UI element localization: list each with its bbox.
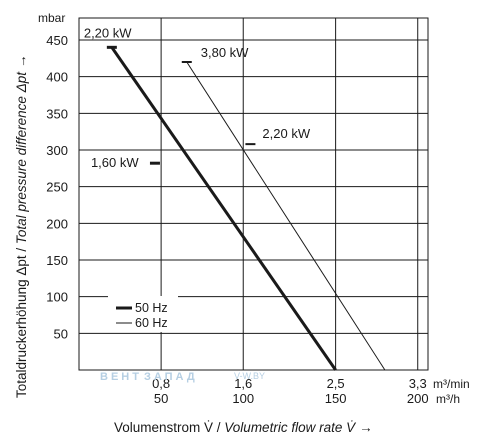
y-tick-label: 100 — [46, 290, 68, 305]
x-axis-arrow: → — [359, 420, 373, 435]
y-unit-label: mbar — [38, 11, 65, 25]
legend-label-60hz: 60 Hz — [135, 316, 168, 330]
y-tick-label: 450 — [46, 33, 68, 48]
x-axis-title: Volumenstrom V̇ / Volumetric flow rate V… — [114, 420, 373, 435]
x-tick-label-min: 1,6 — [234, 376, 252, 391]
y-tick-label: 300 — [46, 143, 68, 158]
x-axis-title-italic: Volumetric flow rate V̇ — [224, 420, 357, 435]
power-annotation: 1,60 kW — [91, 155, 139, 170]
power-annotation: 3,80 kW — [201, 45, 249, 60]
y-tick-label: 250 — [46, 180, 68, 195]
legend-box — [108, 296, 178, 332]
y-axis-title: Totaldruckerhöhung Δpt / Total pressure … — [14, 54, 29, 398]
watermark-brand-a: ВЕНТ — [100, 371, 142, 383]
plot-frame — [78, 17, 429, 371]
watermark-url: V-W.BY — [234, 371, 265, 381]
y-tick-label: 150 — [46, 253, 68, 268]
series-layer: 2,20 kW 1,60 kW 3,80 kW 2,20 kW — [84, 25, 386, 371]
watermark-brand: ВЕНТ ЗАПАД — [100, 371, 198, 383]
x-tick-label-h: 200 — [407, 391, 429, 406]
x-tick-label-h: 100 — [232, 391, 254, 406]
series-line — [110, 46, 337, 371]
y-tick-label: 200 — [46, 216, 68, 231]
x-tick-label-min: 0,8 — [152, 376, 170, 391]
y-axis-title-main: Totaldruckerhöhung Δpt / — [14, 244, 29, 398]
legend: 50 Hz 60 Hz — [108, 296, 178, 332]
x-tick-label-min: 2,5 — [327, 376, 345, 391]
y-tick-labels: 50 100 150 200 250 300 350 400 450 — [46, 33, 68, 341]
watermark-brand-b: ЗАПАД — [144, 371, 198, 383]
y-tick-label: 400 — [46, 70, 68, 85]
series-line — [186, 61, 386, 371]
y-axis-title-italic: Total pressure difference Δpt — [14, 71, 29, 244]
x-axis-title-main: Volumenstrom V̇ / — [114, 420, 224, 435]
power-annotation: 2,20 kW — [84, 25, 132, 40]
power-annotation: 2,20 kW — [262, 126, 310, 141]
x-tick-label-h: 150 — [325, 391, 347, 406]
y-tick-label: 50 — [54, 326, 68, 341]
x-tick-label-min: 3,3 — [409, 376, 427, 391]
x-secondary-unit-label: m³/h — [436, 392, 460, 406]
legend-label-50hz: 50 Hz — [135, 301, 168, 315]
x-primary-unit-label: m³/min — [433, 377, 470, 391]
x-tick-label-h: 50 — [154, 391, 168, 406]
y-axis-arrow: → — [14, 54, 29, 68]
y-tick-label: 350 — [46, 106, 68, 121]
